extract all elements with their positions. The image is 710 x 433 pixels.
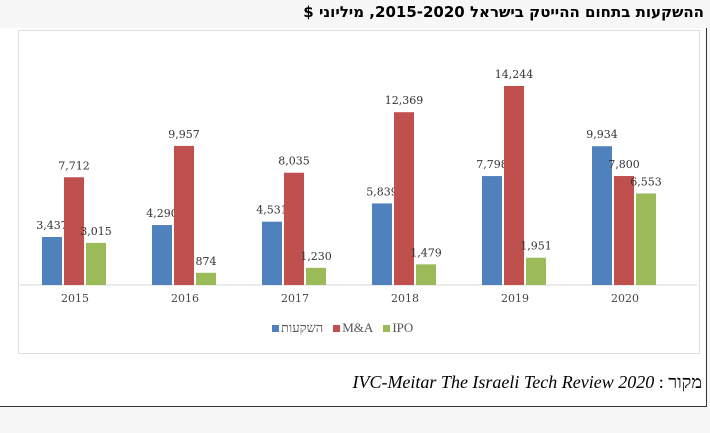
chart-area <box>18 30 700 354</box>
data-label: 7,800 <box>608 158 640 171</box>
bar <box>394 112 414 285</box>
source-text: IVC-Meitar The Israeli Tech Review 2020 <box>352 372 655 392</box>
data-label: 9,957 <box>168 128 200 141</box>
bar <box>86 242 106 285</box>
data-label: 4,531 <box>256 204 288 217</box>
legend-item-investments: השקעות <box>272 320 323 336</box>
data-label: 8,035 <box>278 155 310 168</box>
legend-label: השקעות <box>281 320 324 335</box>
bar <box>42 236 62 285</box>
bar <box>592 146 612 285</box>
data-label: 12,369 <box>385 94 424 107</box>
data-label: 1,479 <box>410 246 442 259</box>
bar <box>482 176 502 285</box>
x-tick-label: 2016 <box>171 292 199 305</box>
source-label: מקור : <box>658 372 702 392</box>
data-label: 1,230 <box>300 250 332 263</box>
legend-swatch <box>272 325 279 332</box>
bar <box>504 86 524 285</box>
bar <box>526 257 546 285</box>
bar <box>372 203 392 285</box>
bar <box>196 272 216 285</box>
legend-swatch <box>383 325 391 332</box>
data-label: 4,290 <box>146 207 178 220</box>
data-label: 7,798 <box>476 158 508 171</box>
data-label: 874 <box>196 255 217 268</box>
page-title: ההשקעות בתחום ההייטק בישראל 2015-2020, מ… <box>303 3 704 21</box>
data-label: 7,712 <box>58 159 90 172</box>
bar <box>306 267 326 285</box>
bar <box>284 172 304 285</box>
x-tick-label: 2017 <box>281 292 309 305</box>
bar <box>416 264 436 285</box>
bar <box>262 221 282 285</box>
x-tick-label: 2018 <box>391 292 419 305</box>
bar <box>636 193 656 285</box>
data-label: 5,839 <box>366 185 398 198</box>
legend-swatch <box>333 325 341 332</box>
x-tick-label: 2020 <box>611 292 639 305</box>
legend-item-ipo: IPO <box>383 320 413 336</box>
x-tick-label: 2019 <box>501 292 529 305</box>
bar <box>152 225 172 285</box>
legend-label: M&A <box>342 320 374 335</box>
bar <box>64 177 84 285</box>
source-note: מקור : IVC-Meitar The Israeli Tech Revie… <box>352 372 702 393</box>
legend: השקעות M&A IPO <box>272 320 413 336</box>
data-label: 9,934 <box>586 128 618 141</box>
legend-label: IPO <box>392 320 414 335</box>
data-label: 1,951 <box>520 240 552 253</box>
bar <box>174 145 194 285</box>
bar <box>614 176 634 285</box>
x-tick-label: 2015 <box>61 292 89 305</box>
data-label: 3,437 <box>36 219 68 232</box>
data-label: 6,553 <box>630 175 662 188</box>
legend-item-ma: M&A <box>333 320 373 336</box>
data-label: 14,244 <box>495 68 534 81</box>
data-label: 3,015 <box>80 225 112 238</box>
